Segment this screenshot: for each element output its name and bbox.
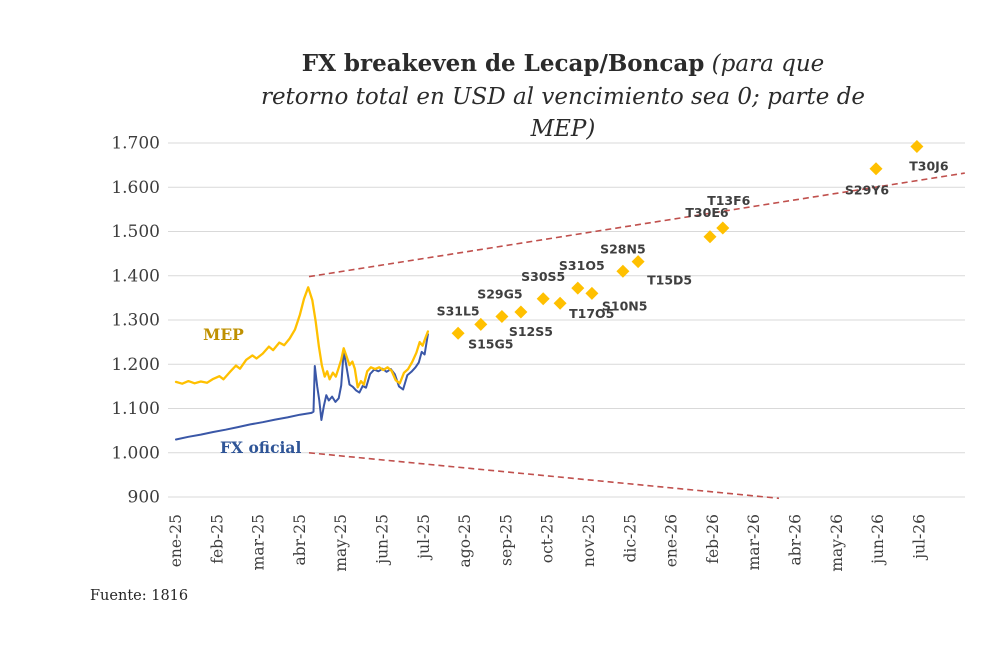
x-axis-tick-label: jul-25 <box>415 514 433 561</box>
breakeven-label: S29G5 <box>477 287 522 302</box>
x-axis-tick-label: jun-26 <box>869 514 887 566</box>
chart-title: FX breakeven de Lecap/Boncap (para que r… <box>258 48 868 146</box>
breakeven-label: S29Y6 <box>845 183 889 198</box>
y-axis-tick-label: 1.600 <box>111 178 160 198</box>
x-axis-tick-label: abr-26 <box>787 514 805 566</box>
x-axis-tick-label: sep-25 <box>497 514 515 566</box>
x-axis-tick-label: oct-25 <box>539 514 557 563</box>
breakeven-label: T17O5 <box>569 306 614 321</box>
mep-line <box>174 286 430 389</box>
breakeven-label: S15G5 <box>468 336 513 351</box>
breakeven-label: S12S5 <box>509 324 553 339</box>
y-axis-tick-label: 1.300 <box>111 311 160 331</box>
mep-series-label: MEP <box>203 325 244 344</box>
breakeven-label: T30J6 <box>909 159 949 174</box>
fx-oficial-line <box>175 333 429 441</box>
x-axis-tick-label: mar-26 <box>745 514 763 570</box>
chart-title-main: FX breakeven de Lecap/Boncap <box>301 50 705 77</box>
x-axis-tick-label: feb-25 <box>208 514 226 564</box>
breakeven-label: S31O5 <box>559 258 605 273</box>
y-axis-tick-label: 900 <box>128 488 160 508</box>
breakeven-label: T30E6 <box>685 205 728 220</box>
x-axis-tick-label: abr-25 <box>291 514 309 566</box>
breakeven-diamond <box>869 162 883 176</box>
breakeven-label: S28N5 <box>600 241 646 256</box>
y-axis-tick-label: 1.100 <box>111 399 160 419</box>
breakeven-diamond <box>631 255 645 269</box>
breakeven-label: T13F6 <box>707 193 750 208</box>
breakeven-diamond <box>495 309 509 324</box>
breakeven-diamond <box>451 326 465 340</box>
breakeven-diamond <box>716 221 730 235</box>
x-axis-tick-label: jul-26 <box>910 514 928 561</box>
x-axis-tick-label: mar-25 <box>250 514 268 570</box>
y-axis-tick-label: 1.700 <box>111 134 160 154</box>
source-note: Fuente: 1816 <box>90 588 189 604</box>
breakeven-label: S10N5 <box>602 298 648 313</box>
breakeven-diamond <box>585 286 599 300</box>
y-axis-tick-label: 1.500 <box>111 222 160 242</box>
chart-title-subtitle: (para que retorno total en USD al vencim… <box>260 51 866 143</box>
breakeven-diamond <box>910 139 924 154</box>
breakeven-diamond <box>514 305 528 319</box>
x-axis-tick-label: jun-25 <box>374 514 392 566</box>
x-axis-tick-label: ago-25 <box>456 514 474 567</box>
x-axis-tick-label: feb-26 <box>704 514 722 564</box>
breakeven-diamond <box>474 317 488 331</box>
breakeven-diamond <box>571 281 585 295</box>
breakeven-label: T15D5 <box>647 273 692 288</box>
breakeven-diamond <box>703 230 717 244</box>
fx-oficial-series-label: FX oficial <box>220 438 301 457</box>
breakeven-diamond <box>536 292 550 306</box>
breakeven-diamond <box>616 264 630 278</box>
y-axis-tick-label: 1.200 <box>111 355 160 375</box>
x-axis-tick-label: nov-25 <box>580 514 598 567</box>
band-lower-dashed-line <box>308 452 780 500</box>
breakeven-label: S30S5 <box>521 269 565 284</box>
x-axis-tick-label: may-26 <box>828 514 846 572</box>
x-axis-tick-label: ene-25 <box>167 514 185 567</box>
band-upper-dashed-line <box>308 172 965 278</box>
x-axis-tick-label: ene-26 <box>663 514 681 567</box>
x-axis-tick-label: may-25 <box>332 514 350 572</box>
breakeven-label: S31L5 <box>437 303 480 318</box>
x-axis-tick-label: dic-25 <box>621 514 639 563</box>
y-axis-tick-label: 1.400 <box>111 266 160 286</box>
breakeven-diamond <box>553 296 567 310</box>
y-axis-tick-label: 1.000 <box>111 443 160 463</box>
